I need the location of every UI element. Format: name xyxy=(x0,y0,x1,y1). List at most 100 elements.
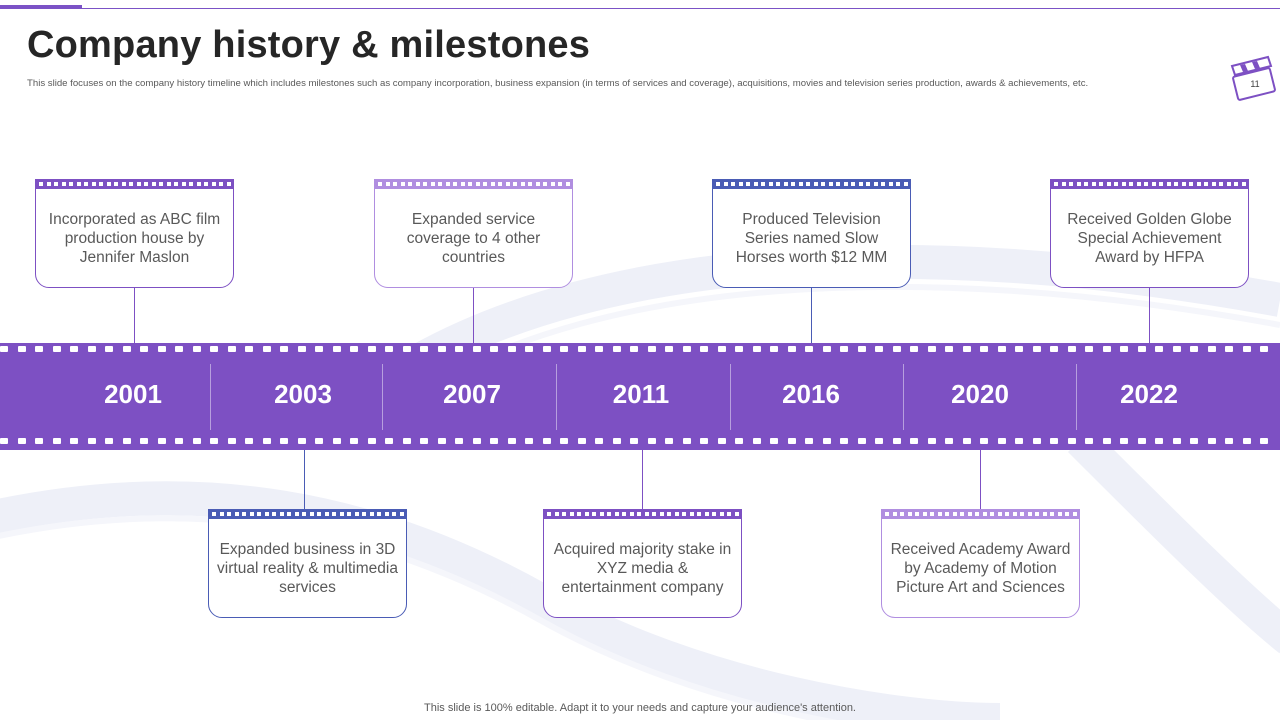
connector-line xyxy=(642,450,643,509)
top-rule xyxy=(0,8,1280,9)
film-perforation xyxy=(315,346,323,352)
milestone-card-2022: Received Golden Globe Special Achievemen… xyxy=(1050,179,1249,288)
film-perforation xyxy=(17,438,26,444)
cap-dot xyxy=(727,512,731,516)
year-separator xyxy=(730,364,731,430)
film-perforation xyxy=(892,438,901,444)
cap-dot xyxy=(369,512,374,516)
milestone-card-2003: Expanded business in 3D virtual reality … xyxy=(208,509,407,618)
film-perforation xyxy=(1225,438,1233,444)
year-label: 2011 xyxy=(612,379,670,409)
milestone-card-2011: Acquired majority stake in XYZ media & e… xyxy=(543,509,742,618)
film-perforation xyxy=(980,438,988,444)
cap-dot xyxy=(196,182,201,186)
film-perforation xyxy=(542,438,551,444)
milestone-card-2020: Received Academy Award by Academy of Mot… xyxy=(881,509,1080,618)
cap-dot xyxy=(1181,182,1186,186)
cap-dot xyxy=(1144,182,1148,186)
cap-dot xyxy=(584,512,589,516)
film-perforation xyxy=(385,438,393,444)
cap-dot xyxy=(1174,182,1178,186)
cap-dot xyxy=(1114,182,1118,186)
cap-dot xyxy=(828,182,833,186)
cap-dot xyxy=(1065,512,1069,516)
cap-dot xyxy=(667,512,671,516)
film-perforation xyxy=(962,346,971,352)
card-cap xyxy=(712,179,911,189)
cap-dot xyxy=(445,182,450,186)
film-perforation xyxy=(1190,346,1198,352)
cap-dot xyxy=(1204,182,1208,186)
cap-dot xyxy=(483,182,487,186)
cap-dot xyxy=(505,182,510,186)
cap-dot xyxy=(211,182,216,186)
milestone-text: Expanded service coverage to 4 other cou… xyxy=(406,211,541,266)
film-perforation xyxy=(122,346,131,352)
cap-dot xyxy=(249,512,254,516)
cap-dot xyxy=(166,182,171,186)
film-perforation xyxy=(700,346,708,352)
film-perforation xyxy=(87,346,96,352)
cap-dot xyxy=(1136,182,1141,186)
cap-dot xyxy=(400,182,405,186)
cap-dot xyxy=(922,512,927,516)
cap-dot xyxy=(836,182,840,186)
cap-dot xyxy=(734,512,739,516)
film-perforation xyxy=(1242,346,1251,352)
film-perforation xyxy=(420,346,428,352)
film-perforation xyxy=(647,438,656,444)
film-perforation xyxy=(210,346,218,352)
cap-dot xyxy=(629,512,634,516)
film-perforation xyxy=(1260,346,1268,352)
cap-dot xyxy=(347,512,351,516)
film-perforation xyxy=(630,438,638,444)
cap-dot xyxy=(384,512,389,516)
film-perforation xyxy=(595,346,603,352)
film-perforation xyxy=(157,438,166,444)
film-perforation xyxy=(385,346,393,352)
cap-dot xyxy=(309,512,314,516)
film-perforation xyxy=(892,346,901,352)
slide-subtitle: This slide focuses on the company histor… xyxy=(27,78,1089,89)
film-perforation xyxy=(805,438,813,444)
cap-dot xyxy=(1121,182,1126,186)
cap-dot xyxy=(189,182,193,186)
film-perforation xyxy=(1207,438,1216,444)
timeline-film-strip: 2001 2003 2007 2011 2016 2020 2022 xyxy=(0,343,1280,450)
cap-dot xyxy=(1035,512,1039,516)
film-perforation xyxy=(717,346,726,352)
cap-dot xyxy=(712,512,716,516)
film-perforation xyxy=(525,346,533,352)
year-separator xyxy=(903,364,904,430)
cap-dot xyxy=(302,512,306,516)
film-perforation xyxy=(1032,438,1041,444)
cap-dot xyxy=(392,512,396,516)
card-cap xyxy=(35,179,234,189)
film-perforation xyxy=(822,438,831,444)
film-perforation xyxy=(1155,438,1163,444)
film-perforation xyxy=(717,438,726,444)
cap-dot xyxy=(332,512,336,516)
cap-dot xyxy=(753,182,758,186)
film-perforation xyxy=(525,438,533,444)
film-perforations-top xyxy=(0,346,1280,352)
milestone-text: Produced Television Series named Slow Ho… xyxy=(735,211,888,266)
connector-line xyxy=(134,288,135,343)
cap-dot xyxy=(1234,182,1238,186)
film-perforation xyxy=(192,346,201,352)
film-perforation xyxy=(350,346,358,352)
cap-dot xyxy=(1061,182,1066,186)
milestone-text: Incorporated as ABC film production hous… xyxy=(48,211,221,266)
connector-line xyxy=(980,450,981,509)
cap-dot xyxy=(39,182,43,186)
cap-dot xyxy=(858,182,863,186)
cap-dot xyxy=(490,182,495,186)
cap-dot xyxy=(813,182,818,186)
film-perforation xyxy=(245,346,253,352)
year-separator xyxy=(382,364,383,430)
milestone-card-2007: Expanded service coverage to 4 other cou… xyxy=(374,179,573,288)
film-perforation xyxy=(332,346,341,352)
cap-dot xyxy=(272,512,276,516)
cap-dot xyxy=(339,512,344,516)
film-perforation xyxy=(735,346,743,352)
